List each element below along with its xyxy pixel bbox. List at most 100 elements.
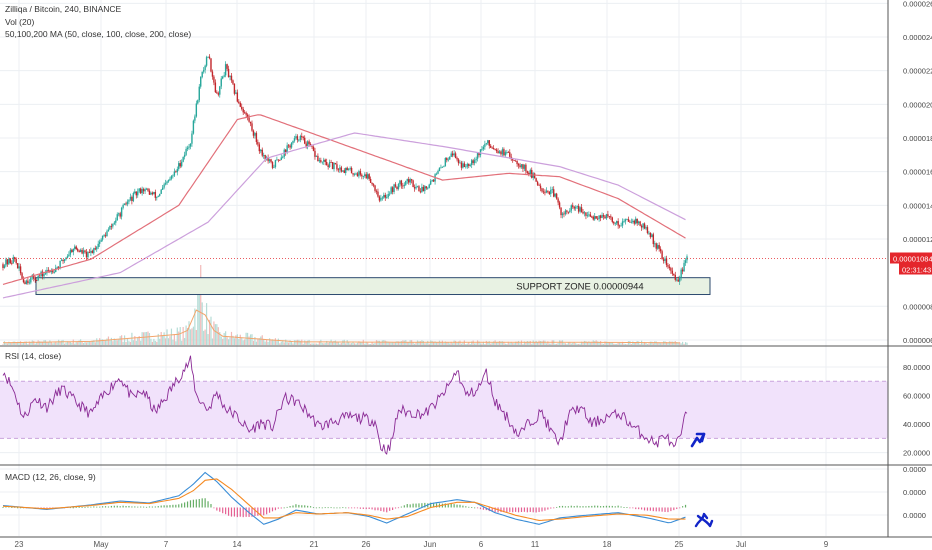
volume-bar — [94, 342, 96, 345]
candle-body — [469, 164, 471, 166]
candle-body — [495, 149, 498, 152]
candle-body — [528, 172, 530, 175]
volume-bar — [614, 343, 616, 345]
candle-body — [375, 190, 378, 192]
volume-bar — [274, 338, 277, 345]
volume-bar — [232, 335, 234, 345]
candle-body — [284, 149, 287, 153]
candle-body — [517, 164, 520, 166]
candle-body — [592, 216, 594, 220]
macd-histogram-bar — [345, 507, 347, 509]
macd-histogram-bar — [324, 507, 326, 509]
candle-body — [75, 246, 77, 250]
volume-bar — [501, 341, 504, 345]
candle-body — [296, 136, 299, 140]
volume-bar — [107, 336, 110, 345]
macd-histogram-bar — [494, 507, 496, 512]
macd-histogram-bar — [175, 504, 177, 508]
candle-body — [65, 257, 67, 260]
volume-bar — [645, 342, 647, 345]
macd-histogram-bar — [81, 507, 83, 508]
volume-bar — [651, 341, 653, 345]
candle-body — [238, 101, 240, 103]
volume-bar — [359, 341, 361, 345]
volume-bar — [523, 341, 526, 345]
candle-body — [14, 257, 16, 259]
volume-bar — [33, 340, 35, 345]
volume-bar — [390, 342, 392, 345]
x-tick-label: 26 — [362, 540, 371, 549]
candle-body — [327, 165, 329, 168]
macd-histogram-bar — [277, 507, 279, 509]
candle-body — [60, 259, 63, 261]
volume-bar — [336, 342, 338, 345]
support-zone[interactable]: SUPPORT ZONE 0.00000944 — [35, 277, 711, 296]
macd-histogram-bar — [579, 506, 581, 508]
volume-bar — [87, 341, 89, 345]
candle-body — [125, 203, 127, 205]
macd-histogram-bar — [479, 507, 482, 510]
macd-histogram-bar — [154, 506, 156, 508]
macd-histogram-bar — [585, 506, 587, 508]
macd-histogram-bar — [573, 506, 575, 508]
volume-bar — [528, 341, 530, 345]
x-tick-label: 23 — [15, 540, 24, 549]
macd-histogram-bar — [532, 507, 534, 513]
candle-body — [179, 163, 181, 167]
volume-bar — [529, 340, 531, 345]
volume-bar — [402, 340, 404, 345]
candle-body — [547, 190, 549, 192]
moving-averages-layer — [2, 114, 686, 299]
volume-bar — [296, 339, 298, 345]
macd-tick-label: 0.0000 — [903, 511, 926, 520]
volume-bar — [30, 342, 32, 345]
candle-body — [504, 152, 507, 156]
volume-bar — [684, 342, 687, 345]
volume-bar — [418, 341, 420, 345]
macd-histogram-bar — [90, 506, 92, 508]
volume-bar — [424, 343, 426, 345]
macd-histogram-bar — [181, 503, 183, 508]
volume-bar — [132, 340, 134, 345]
volume-bar — [541, 341, 543, 345]
candle-body — [142, 189, 145, 192]
candle-body — [396, 186, 398, 189]
candle-body — [503, 149, 505, 156]
candle-body — [574, 207, 577, 209]
candle-body — [324, 159, 326, 162]
macd-histogram-bar — [140, 506, 142, 508]
volume-bar — [504, 343, 506, 345]
volume-bar — [170, 328, 173, 345]
candle-body — [627, 219, 630, 222]
volume-bar — [251, 334, 253, 345]
candle-body — [126, 201, 129, 205]
candle-body — [475, 158, 477, 161]
macd-histogram-bar — [213, 507, 215, 509]
volume-bar — [138, 336, 140, 345]
candle-body — [232, 80, 234, 84]
candle-body — [371, 182, 373, 185]
candle-body — [328, 161, 331, 168]
support-zone-box — [35, 277, 711, 296]
candle-body — [5, 259, 7, 266]
volume-bar — [658, 342, 660, 345]
volume-bar — [427, 340, 429, 345]
volume-bar — [211, 338, 214, 345]
candle-body — [605, 214, 608, 219]
volume-bar — [156, 341, 158, 345]
macd-histogram-bar — [684, 504, 687, 508]
volume-bar — [285, 339, 287, 345]
volume-bar — [137, 337, 139, 345]
candle-body — [364, 174, 366, 177]
candle-body — [596, 218, 599, 220]
volume-bar — [576, 343, 578, 345]
volume-bar — [597, 341, 599, 345]
volume-bar — [230, 331, 233, 345]
volume-bar — [93, 340, 95, 345]
volume-bar — [97, 340, 99, 345]
macd-histogram-bar — [667, 507, 669, 513]
volume-bar — [381, 340, 383, 345]
candle-body — [368, 174, 370, 179]
candle-body — [454, 153, 457, 159]
